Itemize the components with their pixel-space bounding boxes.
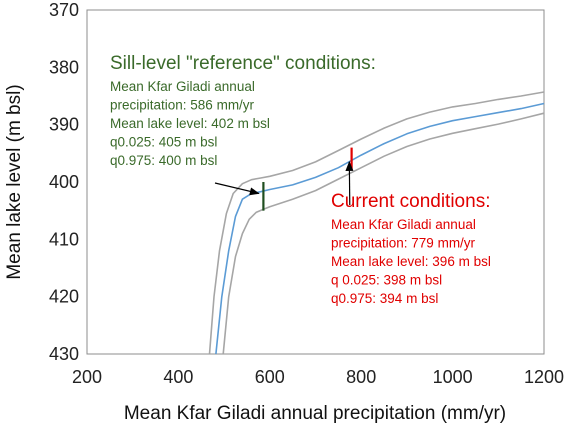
sill-level-reference-line: Mean lake level: 402 m bsl: [110, 116, 270, 131]
series-line-mean: [215, 102, 545, 355]
series-line-q0975: [208, 91, 545, 355]
current-conditions-title: Current conditions:: [331, 191, 490, 212]
x-tick-label: 400: [163, 367, 193, 387]
y-tick-label: 410: [49, 229, 79, 249]
current-conditions-line: q0.975: 394 m bsl: [331, 291, 438, 306]
y-tick-label: 430: [49, 344, 79, 364]
x-tick-label: 600: [255, 367, 285, 387]
current-conditions-line: precipitation: 779 mm/yr: [331, 236, 476, 251]
x-tick-label: 1200: [524, 367, 564, 387]
current-conditions-line: Mean lake level: 396 m bsl: [331, 254, 491, 269]
x-tick-label: 1000: [433, 367, 473, 387]
series-lines: [208, 91, 545, 355]
y-tick-label: 420: [49, 287, 79, 307]
sill-level-reference-line: precipitation: 586 mm/yr: [110, 98, 255, 113]
current-conditions-line: Mean Kfar Giladi annual: [331, 217, 476, 232]
y-axis-title: Mean lake level (m bsl): [4, 84, 25, 279]
y-tick-labels: 370 380 390 400 410 420 430: [49, 0, 79, 364]
y-tick-label: 390: [49, 115, 79, 135]
sill-level-reference-title: Sill-level "reference" conditions:: [110, 53, 376, 74]
x-tick-label: 200: [72, 367, 102, 387]
sill-level-reference-line: q0.025: 405 m bsl: [110, 135, 217, 150]
y-tick-label: 370: [49, 0, 79, 20]
current-conditions-line: q 0.025: 398 m bsl: [331, 273, 442, 288]
y-tick-label: 380: [49, 57, 79, 77]
x-axis-title: Mean Kfar Giladi annual precipitation (m…: [124, 403, 506, 424]
sill-level-reference-line: Mean Kfar Giladi annual: [110, 79, 255, 94]
y-tick-label: 400: [49, 172, 79, 192]
sill-level-reference-arrow: [214, 182, 260, 196]
series-line-q0025: [222, 112, 545, 355]
annotations: Sill-level "reference" conditions: Mean K…: [110, 53, 491, 306]
plot-area-frame: [86, 9, 545, 355]
x-tick-label: 800: [346, 367, 376, 387]
sill-level-reference-line: q0.975: 400 m bsl: [110, 153, 217, 168]
x-tick-labels: 200 400 600 800 1000 1200: [72, 367, 564, 387]
